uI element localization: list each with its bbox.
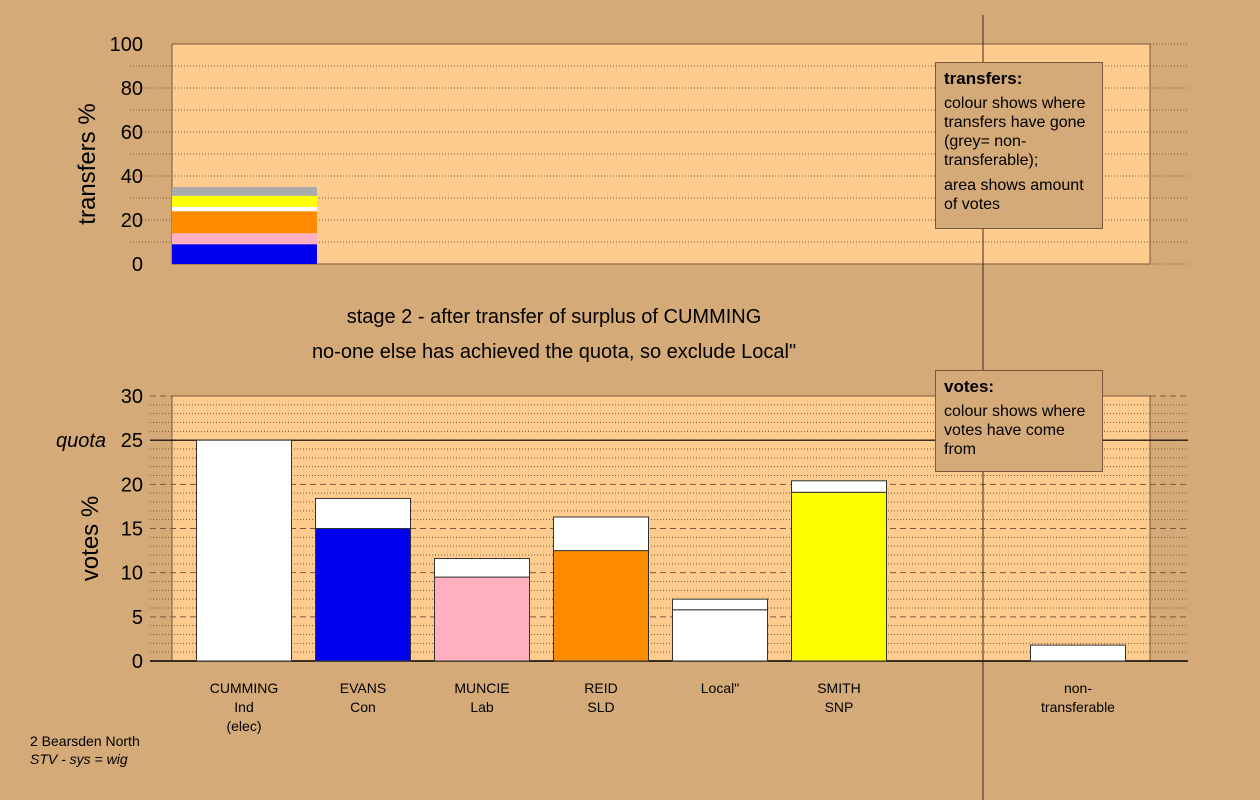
votes-y-tick: 25	[121, 430, 143, 452]
votes-y-tick: 5	[132, 607, 143, 629]
votes-legend: votes: colour shows where votes have com…	[935, 370, 1103, 472]
category-label: non-	[1064, 680, 1092, 696]
transfers-legend: transfers: colour shows where transfers …	[935, 62, 1103, 229]
category-label: SMITH	[817, 680, 861, 696]
votes-y-tick: 30	[121, 386, 143, 408]
quota-label: quota	[56, 430, 106, 452]
vote-bar-base	[553, 550, 649, 662]
votes-y-axis-label: votes %	[77, 496, 104, 581]
category-label: transferable	[1041, 699, 1115, 715]
transfers-segment	[172, 206, 317, 212]
transfers-y-tick: 20	[121, 210, 143, 232]
transfers-y-tick: 60	[121, 122, 143, 144]
quota-caption: no-one else has achieved the quota, so e…	[311, 341, 797, 363]
votes-y-tick: 10	[121, 563, 143, 585]
category-label: EVANS	[340, 680, 386, 696]
transfers-y-tick: 100	[110, 34, 143, 56]
vote-bar-transfer	[791, 480, 887, 493]
votes-y-tick: 15	[121, 519, 143, 541]
transfers-legend-colour-text: colour shows where transfers have gone (…	[944, 95, 1086, 169]
transfers-legend-title: transfers:	[944, 69, 1023, 88]
vote-bar-transfer	[672, 598, 768, 611]
vote-bar-base	[434, 576, 530, 662]
stage-caption: stage 2 - after transfer of surplus of C…	[346, 306, 762, 328]
transfers-y-tick: 40	[121, 166, 143, 188]
vote-bar-base	[672, 609, 768, 662]
votes-y-tick: 20	[121, 474, 143, 496]
vote-bar-base	[315, 528, 411, 662]
transfers-segment	[172, 233, 317, 245]
category-label: Lab	[470, 699, 494, 715]
vote-bar-transfer	[196, 439, 292, 662]
vote-bar-transfer	[315, 497, 411, 530]
category-label: Local"	[701, 680, 739, 696]
votes-legend-title: votes:	[944, 377, 995, 396]
transfers-segment	[172, 195, 317, 207]
category-label: SNP	[825, 699, 854, 715]
category-label: REID	[584, 680, 617, 696]
transfers-y-tick: 80	[121, 78, 143, 100]
ward-label: 2 Bearsden North	[30, 733, 140, 749]
transfers-y-tick: 0	[132, 254, 143, 276]
category-label: CUMMING	[210, 680, 278, 696]
category-label: Ind	[234, 699, 253, 715]
vote-bar-transfer	[1030, 644, 1126, 662]
category-label: SLD	[587, 699, 614, 715]
transfers-y-axis-label: transfers %	[74, 103, 101, 224]
vote-bar-transfer	[434, 558, 530, 578]
transfers-segment	[172, 244, 317, 264]
transfers-legend-area-text: area shows amount of votes	[944, 177, 1084, 213]
category-label: (elec)	[226, 718, 261, 734]
vote-bar-transfer	[553, 516, 649, 552]
system-label: STV - sys = wig	[30, 751, 128, 767]
votes-y-tick: 0	[132, 651, 143, 673]
vote-bar-base	[791, 491, 887, 662]
votes-legend-colour-text: colour shows where votes have come from	[944, 403, 1086, 458]
category-label: MUNCIE	[454, 680, 509, 696]
category-label: Con	[350, 699, 376, 715]
transfers-segment	[172, 211, 317, 234]
transfers-segment	[172, 187, 317, 196]
